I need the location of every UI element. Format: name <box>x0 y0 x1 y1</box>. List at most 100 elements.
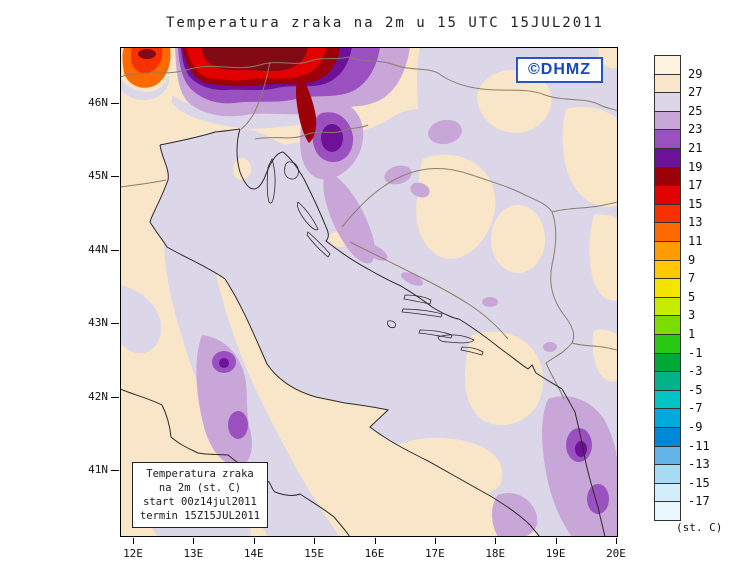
lat-tick <box>111 249 119 251</box>
lon-tick <box>253 538 255 544</box>
colorbar-swatch <box>654 166 681 187</box>
lat-label: 43N <box>88 316 108 330</box>
lon-label: 17E <box>424 547 445 560</box>
colorbar-tick-label: 5 <box>688 289 696 304</box>
island-dugi-otok <box>306 231 331 258</box>
colorbar-tick-label: 21 <box>688 141 703 155</box>
colorbar-tick-label: -15 <box>688 475 710 490</box>
colorbar-tick-label: -7 <box>688 401 703 416</box>
lon-label: 16E <box>364 547 385 560</box>
lat-tick <box>111 323 119 325</box>
colorbar-swatch <box>654 185 681 205</box>
lon-tick <box>495 538 497 544</box>
lon-tick <box>555 538 557 544</box>
temp-warm-pocket <box>589 214 618 301</box>
temp-spot-purple <box>482 297 498 307</box>
temp-warm-pocket <box>598 47 618 69</box>
colorbar-swatch <box>654 315 681 335</box>
colorbar-tick-label: -17 <box>688 494 710 509</box>
lon-tick <box>434 538 436 544</box>
temp-region-prealps-west <box>120 71 170 101</box>
coastline-istria <box>236 128 284 190</box>
lat-tick <box>111 103 119 104</box>
lat-tick <box>111 396 119 398</box>
temp-spot-purple <box>400 272 424 286</box>
lat-label: 42N <box>88 389 108 403</box>
colorbar-swatch <box>654 203 681 224</box>
colorbar-unit: (st. C) <box>676 521 723 534</box>
temp-warm-pocket <box>464 331 544 426</box>
temp-streak-julian-alps <box>296 73 317 143</box>
colorbar-tick-label: -9 <box>688 420 703 434</box>
colorbar-swatch <box>654 110 681 131</box>
lon-label: 15E <box>304 547 325 560</box>
info-box-line: termin 15Z15JUL2011 <box>139 510 261 522</box>
temp-warm-pocket <box>491 205 545 273</box>
colorbar-swatch <box>654 389 681 410</box>
info-box-line: na 2m (st. C) <box>158 482 242 494</box>
lat-label: 45N <box>88 169 108 183</box>
lon-tick <box>374 538 376 544</box>
colorbar-tick-label: 3 <box>688 308 696 323</box>
river-po <box>120 179 167 188</box>
temp-warm-pocket <box>233 158 251 180</box>
island-korcula <box>418 329 453 339</box>
lat-label: 46N <box>88 96 108 109</box>
colorbar-swatch <box>654 482 681 503</box>
island-pag <box>296 201 319 231</box>
temp-blob-west-alps-center <box>138 49 156 59</box>
colorbar-tick-label: 25 <box>688 103 703 118</box>
info-box-line: start 00z14jul2011 <box>143 496 257 508</box>
lat-tick <box>111 470 119 471</box>
peninsula-peljesac <box>437 334 475 344</box>
lon-label: 13E <box>183 547 204 560</box>
colorbar-swatch <box>654 148 681 168</box>
colorbar-tick-label: 19 <box>688 159 703 174</box>
lon-tick <box>314 538 316 544</box>
temp-warm-pocket <box>562 106 618 207</box>
temp-core-italy3 <box>219 358 229 368</box>
lon-tick <box>133 538 134 544</box>
colorbar-tick-label: -3 <box>688 364 703 379</box>
colorbar-swatch <box>654 222 681 242</box>
colorbar-tick-label: 11 <box>688 234 703 248</box>
border-slovenia-croatia <box>254 124 369 140</box>
colorbar-tick-label: -5 <box>688 382 703 397</box>
colorbar-swatch <box>654 129 681 149</box>
border-serbia-montenegro <box>571 342 618 351</box>
lon-label: 14E <box>243 547 264 560</box>
border-austria-italy <box>120 56 349 78</box>
colorbar-swatch <box>654 445 681 466</box>
border-bosnia-serbia <box>551 201 618 213</box>
temp-core-italy2 <box>228 411 248 439</box>
colorbar-swatch <box>654 408 681 428</box>
temp-spot-purple <box>362 243 388 261</box>
colorbar-swatch <box>654 371 681 391</box>
lon-label: 12E <box>123 547 143 560</box>
colorbar-swatch <box>654 278 681 298</box>
temp-core-montenegro2 <box>587 484 609 514</box>
island-krk <box>284 161 299 180</box>
temp-region-apennines <box>163 187 340 537</box>
island-hvar <box>401 308 443 318</box>
colorbar-tick-label: 17 <box>688 178 703 193</box>
lat-label: 44N <box>88 242 108 256</box>
lon-tick <box>193 538 195 544</box>
border-italy-slovenia <box>240 61 271 130</box>
border-croatia-hungary <box>437 72 618 112</box>
colorbar-swatch <box>654 501 681 521</box>
lat-label: 41N <box>88 463 108 476</box>
coastline-italy-adriatic <box>149 144 541 537</box>
lat-tick <box>111 176 119 178</box>
dhmz-logo-text: ©DHMZ <box>528 61 591 78</box>
info-box: Temperatura zraka na 2m (st. C) start 00… <box>132 462 268 528</box>
temp-warm-pocket <box>416 154 496 259</box>
colorbar-swatch <box>654 55 681 75</box>
colorbar-swatch <box>654 352 681 373</box>
temp-warm-pocket <box>592 329 618 382</box>
lon-tick <box>616 538 617 544</box>
colorbar-tick-label: 29 <box>688 66 703 81</box>
colorbar-tick-label: 9 <box>688 252 696 267</box>
border-montenegro-albania <box>545 362 565 400</box>
island-brac <box>403 294 432 305</box>
